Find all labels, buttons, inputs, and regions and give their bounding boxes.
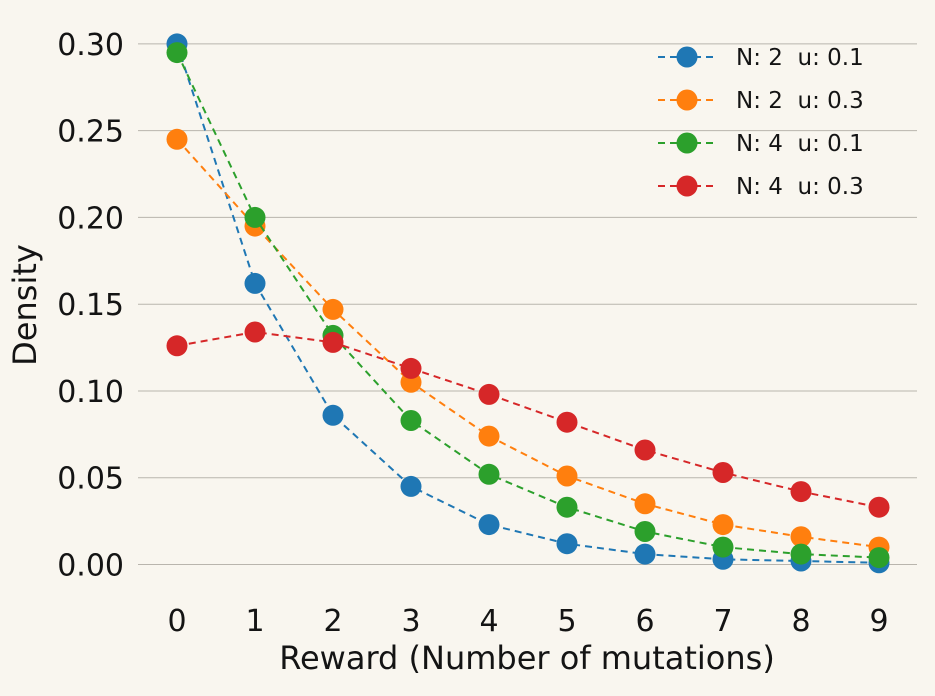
series-line: [176, 52, 880, 559]
x-tick-label: 3: [401, 604, 420, 639]
legend-item: N: 2 u: 0.1: [658, 45, 864, 71]
series-line: [176, 43, 880, 564]
data-point: [556, 533, 578, 555]
x-tick-label: 4: [479, 604, 498, 639]
x-tick-label: 9: [869, 604, 888, 639]
data-point: [556, 411, 578, 433]
data-point: [634, 493, 656, 515]
data-point: [634, 543, 656, 565]
series-layer: [166, 33, 890, 574]
y-tick-label: 0.05: [57, 462, 124, 497]
data-point: [400, 410, 422, 431]
data-point: [166, 42, 188, 64]
y-tick-label: 0.25: [57, 115, 124, 150]
x-tick-label: 7: [713, 604, 732, 639]
x-tick-label: 5: [557, 604, 576, 639]
data-point: [400, 475, 422, 497]
data-point: [166, 335, 188, 357]
data-point: [478, 425, 500, 447]
data-point: [322, 298, 344, 320]
legend-marker-dot: [676, 132, 698, 154]
data-point: [478, 463, 500, 485]
data-point: [400, 357, 422, 379]
y-tick-label: 0.20: [57, 201, 124, 236]
data-point: [322, 331, 344, 353]
data-point: [634, 439, 656, 461]
y-axis-tick-labels: 0.00 0.05 0.10 0.15 0.20 0.25 0.30: [57, 28, 124, 584]
legend-label: N: 2 u: 0.1: [736, 45, 864, 71]
data-point: [556, 465, 578, 487]
legend-item: N: 4 u: 0.3: [658, 174, 864, 200]
data-point: [790, 543, 812, 565]
data-point: [478, 514, 500, 536]
legend: N: 2 u: 0.1 N: 2 u: 0.3 N: 4 u: 0.1 N: 4 u:…: [658, 45, 864, 200]
data-point: [244, 321, 266, 343]
x-tick-label: 0: [167, 604, 186, 639]
data-point: [244, 206, 266, 228]
legend-marker-dot: [676, 46, 698, 68]
x-tick-label: 2: [323, 604, 342, 639]
data-point: [712, 462, 734, 483]
y-tick-label: 0.30: [57, 28, 124, 63]
data-point: [322, 404, 344, 426]
legend-item: N: 2 u: 0.3: [658, 88, 864, 114]
data-point: [868, 496, 890, 518]
y-tick-label: 0.00: [57, 549, 124, 584]
data-point: [244, 272, 266, 294]
data-point: [166, 128, 188, 150]
data-point: [790, 481, 812, 503]
legend-marker-dot: [676, 89, 698, 111]
x-axis-tick-labels: 0 1 2 3 4 5 6 7 8 9: [167, 604, 888, 639]
data-point: [478, 383, 500, 405]
data-point: [790, 526, 812, 548]
legend-marker-dot: [676, 175, 698, 197]
legend-item: N: 4 u: 0.1: [658, 131, 864, 157]
x-tick-label: 6: [635, 604, 654, 639]
y-axis-label: Density: [6, 244, 44, 366]
legend-label: N: 4 u: 0.3: [736, 174, 864, 200]
data-point: [868, 547, 890, 569]
x-tick-label: 1: [245, 604, 264, 639]
y-tick-label: 0.15: [57, 288, 124, 323]
series-line: [176, 330, 880, 509]
legend-label: N: 4 u: 0.1: [736, 131, 864, 157]
x-tick-label: 8: [791, 604, 810, 639]
x-axis-label: Reward (Number of mutations): [279, 639, 775, 677]
data-point: [712, 536, 734, 558]
data-point: [556, 496, 578, 518]
legend-label: N: 2 u: 0.3: [736, 88, 864, 114]
series-line: [176, 138, 880, 549]
data-point: [712, 514, 734, 536]
series-3: [166, 321, 890, 518]
y-tick-label: 0.10: [57, 375, 124, 410]
data-point: [634, 521, 656, 542]
